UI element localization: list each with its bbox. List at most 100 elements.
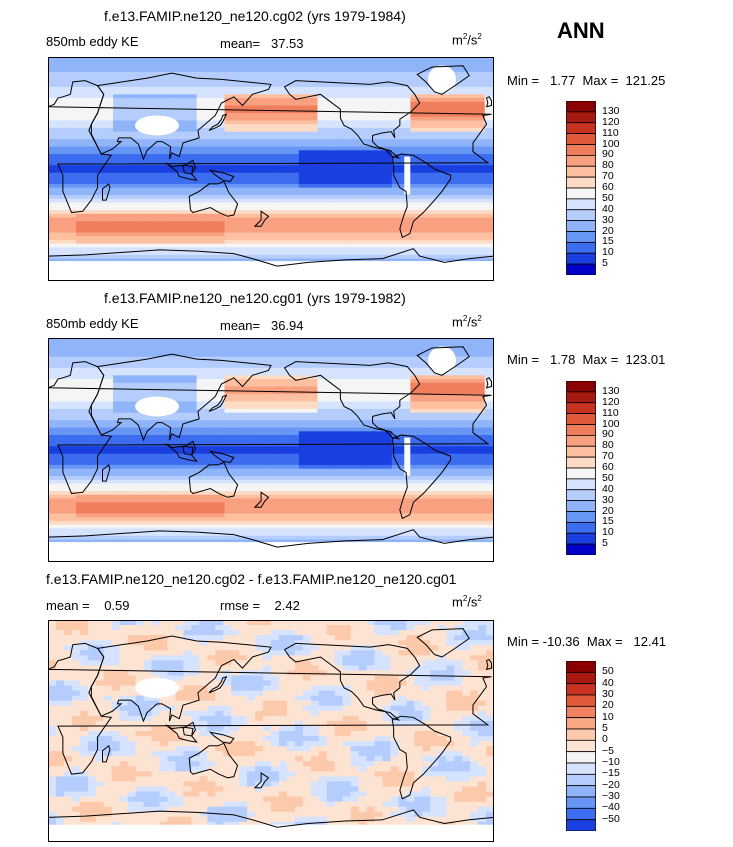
map-cell [326, 371, 337, 376]
map-cell [178, 172, 188, 178]
map-cell [447, 142, 458, 148]
map-cell [196, 386, 207, 391]
map-cell [66, 127, 77, 133]
map-cell [252, 487, 263, 492]
map-cell [85, 438, 96, 444]
map-cell [438, 427, 449, 432]
map-cell [103, 165, 114, 170]
map-cell [150, 382, 161, 388]
map-cell [298, 239, 309, 245]
map-cell [391, 450, 402, 455]
map-cell [345, 468, 356, 473]
map-cell [243, 416, 254, 421]
map-cell [205, 172, 216, 178]
map-cell [196, 127, 207, 133]
map-cell [280, 206, 291, 211]
map-cell [447, 367, 458, 373]
map-cell [168, 75, 179, 80]
map-cell [103, 71, 114, 77]
map-cell [326, 169, 337, 174]
map-cell [428, 243, 439, 248]
map-cell [475, 206, 486, 211]
map-cell [48, 75, 58, 80]
map-cell [466, 142, 477, 148]
map-cell [475, 165, 486, 170]
map-cell [428, 161, 439, 166]
map-cell [484, 236, 494, 241]
map-cell [345, 161, 356, 166]
map-cell [48, 57, 58, 62]
map-cell [271, 165, 281, 170]
map-cell [447, 165, 458, 170]
map-cell [336, 394, 346, 399]
map-cell [447, 405, 458, 410]
map-cell [233, 461, 244, 466]
map-cell [271, 180, 281, 185]
map-cell [271, 483, 281, 488]
map-cell [131, 412, 142, 417]
map-cell [410, 210, 421, 215]
map-cell [401, 236, 411, 241]
map-cell [168, 479, 179, 485]
map-cell [298, 94, 309, 99]
map-cell [298, 228, 309, 234]
map-cell [298, 468, 309, 473]
map-cell [233, 98, 244, 103]
map-cell [196, 394, 207, 399]
map-cell [75, 221, 86, 226]
map-cell [336, 176, 346, 181]
map-cell [419, 142, 430, 148]
map-cell [484, 453, 494, 459]
map-cell [113, 113, 123, 118]
map-cell [94, 338, 105, 343]
map-cell [475, 341, 486, 347]
map-cell [196, 131, 207, 136]
panel-1-title: f.e13.FAMIP.ne120_ne120.cg02 (yrs 1979-1… [104, 8, 406, 24]
map-cell [122, 472, 133, 477]
map-cell [391, 457, 402, 462]
map-cell [66, 239, 77, 245]
map-cell [336, 127, 346, 133]
map-cell [48, 124, 58, 129]
map-cell [66, 483, 77, 488]
map-cell [113, 206, 123, 211]
map-cell [317, 221, 328, 226]
map-cell [85, 356, 96, 361]
map-cell [140, 453, 151, 459]
map-cell [261, 345, 272, 350]
map-cell [475, 476, 486, 481]
map-cell [243, 86, 254, 92]
map-cell [354, 408, 365, 414]
map-cell [382, 157, 393, 163]
map-cell [66, 217, 77, 222]
colorbar-tick-label: 70 [602, 170, 614, 183]
map-cell [289, 349, 300, 354]
map-cell [66, 464, 77, 470]
map-cell [308, 468, 319, 473]
map-cell [289, 109, 300, 114]
map-cell [363, 154, 374, 159]
map-cell [150, 169, 161, 174]
map-cell [140, 94, 151, 99]
map-cell [48, 228, 58, 234]
map-cell [252, 457, 263, 462]
map-cell [410, 442, 421, 447]
map-cell [48, 446, 58, 451]
map-cell [456, 379, 467, 384]
map-cell [261, 210, 272, 215]
map-cell [326, 243, 337, 248]
map-cell [196, 412, 207, 417]
map-cell [140, 71, 151, 77]
map-cell [484, 195, 494, 200]
map-cell [252, 450, 263, 455]
map-cell [382, 386, 393, 391]
map-cell [75, 258, 86, 263]
map-cell [57, 427, 68, 432]
map-cell [103, 390, 114, 395]
map-cell [94, 57, 105, 62]
map-cell [391, 390, 402, 395]
map-cell [447, 479, 458, 485]
map-cell [85, 139, 96, 144]
map-cell [168, 247, 179, 252]
map-cell [159, 68, 170, 73]
